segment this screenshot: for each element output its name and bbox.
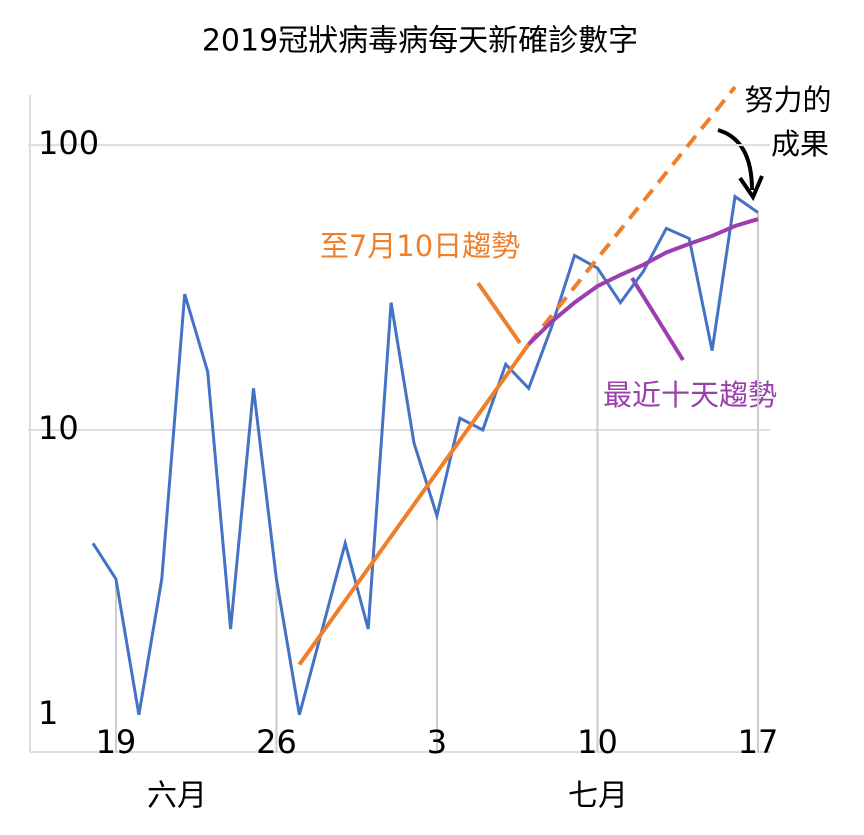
trend-line xyxy=(297,343,531,666)
annotation: 成果 xyxy=(771,127,829,161)
x-tick-label: 17 xyxy=(738,723,779,761)
y-tick-label: 1 xyxy=(38,694,58,732)
chart-title: 2019冠狀病毒病每天新確診數字 xyxy=(202,24,638,59)
trend-line xyxy=(527,85,737,346)
arrow xyxy=(717,128,754,191)
pointer xyxy=(630,276,685,362)
month-label: 七月 xyxy=(568,779,628,814)
x-tick-label: 3 xyxy=(427,723,447,761)
month-label: 六月 xyxy=(147,779,207,814)
arrow-head xyxy=(738,175,764,202)
data-line xyxy=(91,193,759,716)
annotation: 最近十天趨勢 xyxy=(603,378,777,412)
x-tick-label: 19 xyxy=(96,723,137,761)
trend-line xyxy=(527,217,759,346)
annotation: 努力的 xyxy=(744,83,831,117)
y-tick-label: 100 xyxy=(38,124,99,162)
pointer xyxy=(476,281,522,345)
annotation: 至7月10日趨勢 xyxy=(320,229,520,263)
x-tick-label: 10 xyxy=(577,723,618,761)
y-tick-label: 10 xyxy=(38,409,79,447)
x-tick-label: 26 xyxy=(256,723,297,761)
